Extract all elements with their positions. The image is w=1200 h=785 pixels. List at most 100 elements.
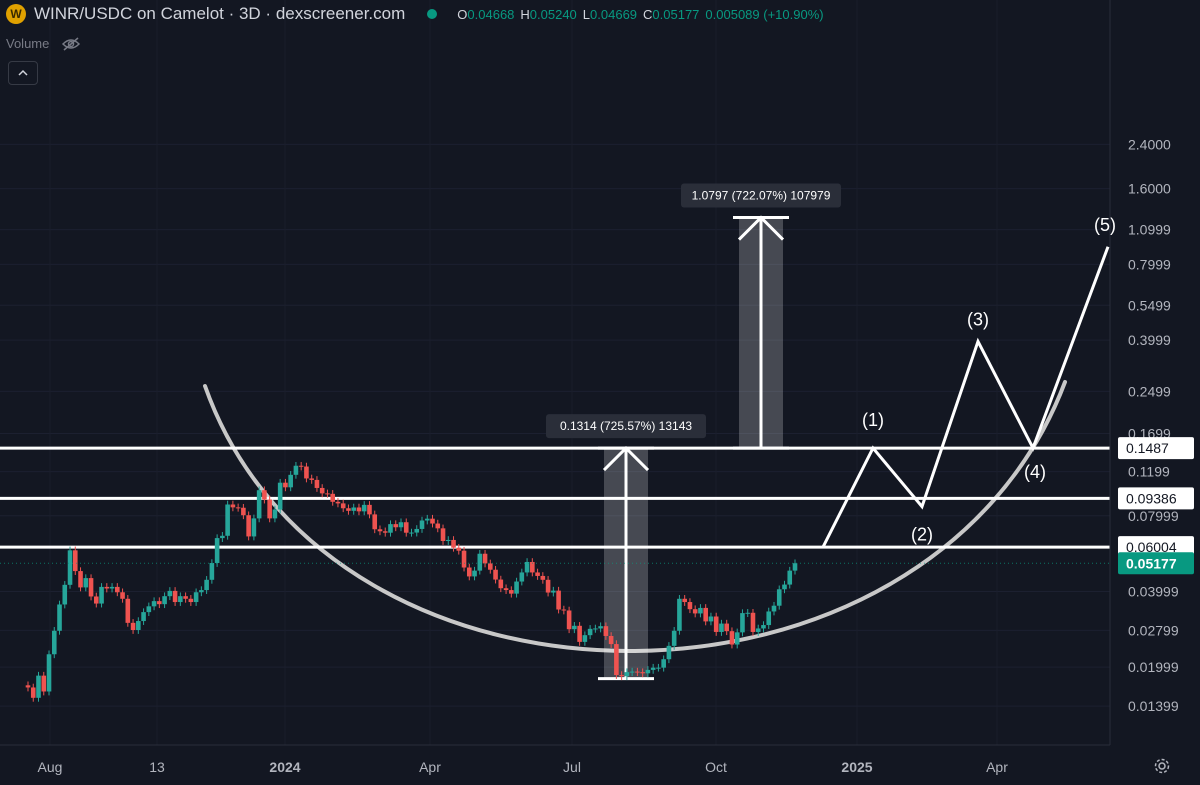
candle-body (330, 493, 335, 502)
candle-body (440, 528, 446, 541)
ohlc-key: C (643, 6, 653, 22)
chart-header: W WINR/USDC on Camelot · 3D · dexscreene… (6, 4, 830, 24)
candle-body (582, 635, 588, 642)
candle-body (388, 524, 393, 533)
candle-body (650, 667, 656, 670)
candle-body (183, 596, 188, 599)
candle-body (283, 482, 288, 488)
candle-body (734, 632, 740, 645)
candle-body (67, 550, 73, 585)
candle-body (724, 623, 730, 632)
candle-body (130, 622, 136, 630)
candle-body (246, 515, 251, 537)
candle-body (230, 504, 236, 508)
candle-body (151, 601, 157, 607)
candle-body (409, 532, 414, 534)
candle-body (792, 563, 798, 571)
candle-body (83, 578, 89, 588)
candle-body (740, 613, 745, 633)
y-tick-label: 0.02799 (1128, 622, 1179, 638)
measure-label: 0.1314 (725.57%) 13143 (560, 419, 692, 433)
candle-body (225, 504, 230, 536)
candle-body (414, 528, 420, 533)
candle-body (188, 598, 194, 603)
candle-body (204, 579, 209, 591)
y-tick-label: 0.7999 (1128, 256, 1171, 272)
candle-body (393, 524, 399, 528)
candle-body (435, 523, 441, 529)
candle-body (755, 628, 761, 632)
candle-body (288, 474, 293, 488)
eye-crossed-icon[interactable] (61, 36, 81, 51)
candle-body (25, 685, 31, 688)
candle-body (519, 572, 525, 582)
candle-body (262, 490, 267, 500)
settings-button[interactable] (1152, 756, 1172, 776)
candle-body (509, 590, 514, 594)
candle-body (319, 487, 325, 494)
candle-body (178, 596, 183, 603)
volume-label: Volume (6, 36, 50, 51)
candle-body (703, 607, 708, 622)
ohlc-value: 0.04669 (590, 6, 638, 22)
candle-body (193, 592, 199, 603)
measure-label-bg (681, 183, 841, 208)
candle-body (241, 507, 246, 516)
candle-body (220, 535, 225, 539)
candle-body (687, 602, 693, 610)
candle-body (136, 621, 141, 630)
x-axis: Aug 13 2024 Apr Jul Oct 2025 Apr (38, 759, 1009, 775)
y-tick-label: 0.3999 (1128, 332, 1171, 348)
candle-body (398, 522, 404, 528)
price-label: 0.06004 (1126, 539, 1177, 555)
candles (0, 461, 1110, 702)
candle-body (424, 518, 430, 521)
candle-body (593, 628, 598, 630)
candle-body (661, 659, 666, 668)
candle-body (340, 503, 346, 509)
price-label-bg (1118, 552, 1194, 575)
candle-body (782, 584, 787, 590)
chart-title: WINR/USDC on Camelot · 3D · dexscreener.… (34, 4, 406, 23)
candle-body (125, 598, 131, 623)
candle-body (461, 550, 467, 568)
candle-body (309, 478, 314, 480)
candle-body (430, 518, 435, 524)
candle-body (235, 507, 241, 509)
wave-label: (2) (911, 525, 933, 545)
candle-body (482, 553, 488, 564)
cup-arc (203, 380, 1067, 653)
candle-body (598, 626, 603, 629)
candle-body (325, 493, 330, 495)
candle-body (666, 645, 672, 660)
candle-body (403, 522, 409, 533)
candle-body (146, 606, 152, 613)
y-tick-label: 0.2499 (1128, 383, 1171, 399)
candle-body (671, 630, 677, 646)
x-tick-label: 2024 (269, 759, 300, 775)
candle-body (51, 630, 57, 655)
collapse-button[interactable] (8, 61, 38, 85)
volume-indicator[interactable]: Volume (6, 36, 81, 51)
grid (0, 143, 1110, 707)
wave-label: (3) (967, 309, 989, 329)
candle-body (540, 575, 546, 580)
candle-body (272, 509, 278, 519)
candle-body (524, 561, 530, 573)
x-tick-label: Aug (38, 759, 63, 775)
wave-label: (5) (1094, 215, 1116, 235)
candle-body (356, 507, 362, 512)
candle-body (488, 563, 493, 570)
candle-body (551, 590, 556, 593)
candle-body (514, 581, 519, 594)
candle-body (556, 590, 561, 610)
candle-body (493, 569, 498, 580)
measure-boxes: 0.1314 (725.57%) 13143 1.0797 (722.07%) 1… (546, 183, 841, 681)
coin-icon: W (6, 4, 26, 24)
candle-body (572, 625, 577, 630)
chevron-up-icon (18, 69, 28, 76)
candle-body (335, 501, 341, 504)
ohlc-key: L (582, 6, 591, 22)
